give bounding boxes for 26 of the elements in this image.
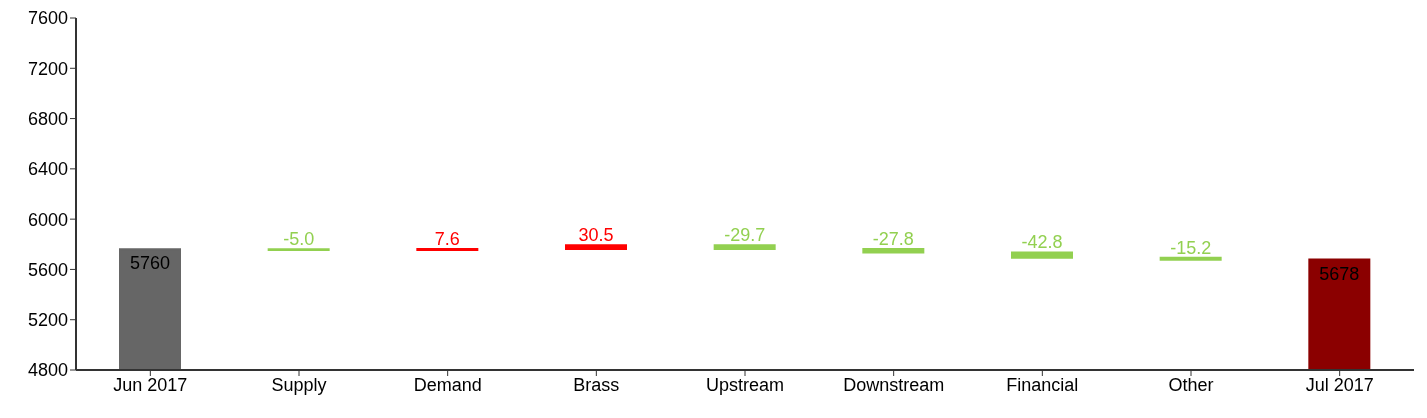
x-tick-label: Jun 2017 [113, 374, 188, 395]
y-tick-label: 6000 [27, 209, 68, 230]
y-tick-label: 6800 [27, 108, 68, 129]
y-tick-label: 5200 [27, 310, 68, 331]
x-tick-label: Jul 2017 [1305, 374, 1374, 395]
data-label: -5.0 [283, 229, 315, 250]
y-tick-label: 4800 [27, 360, 68, 381]
x-tick-label: Supply [271, 374, 327, 395]
x-tick-label: Brass [573, 374, 620, 395]
x-tick-label: Other [1168, 374, 1214, 395]
data-label: 7.6 [434, 228, 460, 249]
y-tick-label: 7200 [27, 58, 68, 79]
data-label: -42.8 [1021, 232, 1063, 253]
data-label: 30.5 [578, 225, 614, 246]
y-tick-label: 7600 [27, 8, 68, 29]
y-tick-label: 5600 [27, 259, 68, 280]
data-label: -15.2 [1170, 237, 1212, 258]
data-label: -29.7 [724, 225, 766, 246]
x-tick-label: Demand [413, 374, 482, 395]
data-label: 5678 [1319, 263, 1360, 284]
x-tick-label: Downstream [843, 374, 945, 395]
x-tick-label: Financial [1006, 374, 1079, 395]
y-tick-label: 6400 [27, 159, 68, 180]
data-label: -27.8 [872, 228, 914, 249]
x-tick-label: Upstream [705, 374, 785, 395]
data-label: 5760 [129, 253, 171, 274]
